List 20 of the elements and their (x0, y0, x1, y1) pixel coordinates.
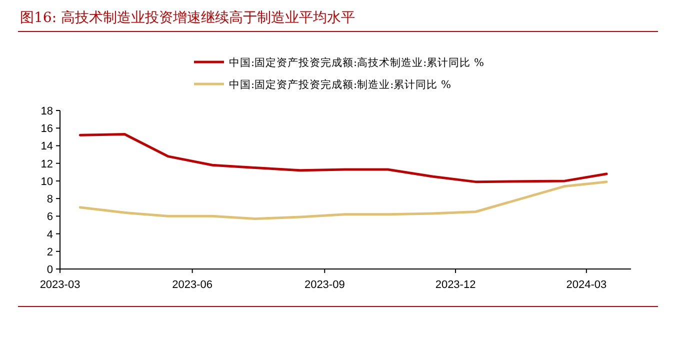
legend-label: 中国:固定资产投资完成额:高技术制造业:累计同比 % (229, 56, 484, 69)
line-series (78, 133, 608, 184)
x-tick-label: 2023-09 (304, 279, 345, 291)
legend-label: 中国:固定资产投资完成额:制造业:累计同比 % (229, 78, 451, 91)
x-tick-label: 2024-03 (566, 279, 607, 291)
line-series (78, 180, 608, 220)
y-tick-label: 8 (46, 194, 53, 206)
x-tick-label: 2023-03 (40, 279, 80, 291)
chart-title: 图16: 高技术制造业投资增速继续高于制造业平均水平 (20, 10, 355, 26)
y-tick-label: 0 (46, 264, 53, 276)
y-tick-label: 10 (40, 176, 53, 188)
y-tick-label: 4 (46, 228, 53, 241)
y-tick-label: 16 (40, 123, 53, 136)
x-tick-label: 2023-12 (435, 279, 476, 291)
y-tick-label: 12 (40, 158, 53, 170)
x-tick-label: 2023-06 (172, 279, 213, 291)
y-tick-label: 18 (40, 106, 53, 118)
y-tick-label: 2 (46, 246, 53, 258)
y-tick-label: 6 (46, 211, 53, 224)
y-tick-label: 14 (40, 140, 53, 153)
